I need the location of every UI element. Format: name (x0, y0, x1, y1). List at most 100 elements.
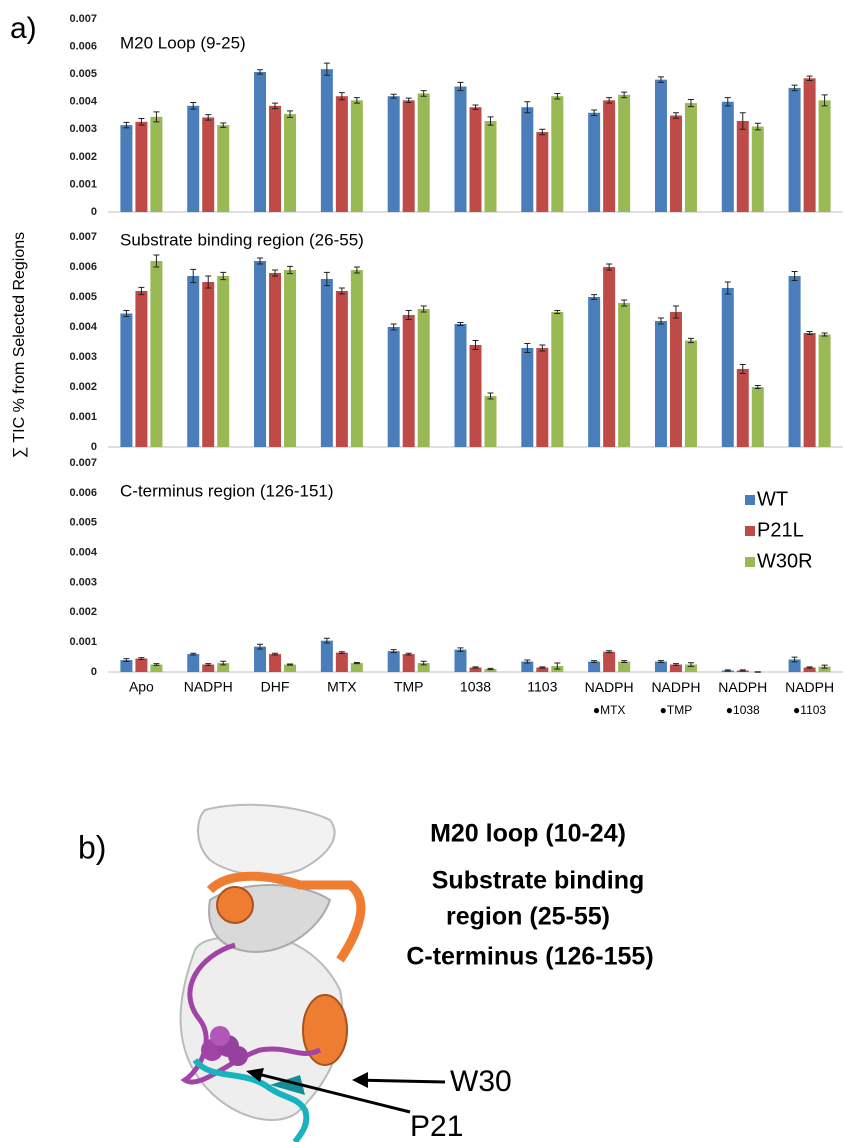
error-bar (338, 92, 345, 101)
error-bar (821, 332, 828, 337)
bar (618, 661, 631, 672)
bar (402, 315, 415, 447)
bar (269, 105, 282, 212)
error-bar (190, 268, 197, 284)
bar (588, 297, 601, 447)
bar (187, 276, 200, 447)
bar (284, 270, 297, 447)
bar (603, 100, 616, 212)
bar (751, 126, 764, 212)
panel-title: C-terminus region (126-151) (120, 481, 334, 500)
error-bar (457, 81, 464, 92)
bar (469, 667, 482, 672)
bar (402, 654, 415, 672)
error-bar (806, 75, 813, 81)
error-bar (272, 269, 279, 277)
error-bar (272, 652, 279, 656)
error-bar (687, 662, 694, 667)
bar (788, 87, 801, 212)
error-bar (821, 664, 828, 669)
error-bar (123, 310, 130, 317)
error-bar (420, 305, 427, 313)
bar (654, 79, 667, 213)
error-bar (138, 657, 145, 660)
error-bar (724, 281, 731, 295)
error-bar (487, 116, 494, 126)
bar (551, 96, 564, 212)
error-bar (739, 364, 746, 374)
error-bar (153, 663, 160, 666)
y-tick-label: 0 (91, 441, 97, 453)
bar (669, 312, 682, 447)
error-bar (353, 97, 360, 104)
error-bar (621, 91, 628, 99)
error-bar (672, 305, 679, 319)
error-bar (205, 114, 212, 121)
legend-label: W30R (757, 550, 813, 572)
error-bar (591, 109, 598, 116)
y-tick-label: 0.006 (69, 40, 97, 52)
error-bar (606, 263, 613, 271)
bar (803, 667, 816, 672)
error-bar (621, 299, 628, 307)
error-bar (153, 254, 160, 268)
bar (469, 107, 482, 212)
bar (588, 661, 601, 672)
error-bar (657, 317, 664, 325)
x-tick-label: TMP (394, 679, 424, 695)
error-bar (472, 104, 479, 110)
y-tick-label: 0.003 (69, 123, 97, 135)
bar (187, 105, 200, 212)
bar (669, 115, 682, 212)
error-bar (657, 660, 664, 663)
error-bar (353, 661, 360, 665)
bar (736, 369, 749, 447)
bar (150, 664, 163, 672)
protein-structure (179, 803, 446, 1142)
error-bar (791, 656, 798, 663)
error-bar (420, 660, 427, 666)
bar (751, 387, 764, 447)
bar (217, 663, 230, 672)
bar (320, 69, 333, 213)
bar (721, 101, 734, 212)
error-bar (205, 275, 212, 289)
bar (654, 321, 667, 447)
bar (120, 660, 133, 672)
error-bar (472, 340, 479, 350)
bar (387, 651, 400, 672)
bar (684, 340, 697, 447)
x-tick-label: NADPH ●1103 (785, 679, 834, 717)
bar (320, 640, 333, 672)
error-bar (487, 392, 494, 400)
bar (521, 348, 534, 447)
error-bar (390, 323, 397, 331)
y-tick-label: 0.004 (69, 96, 97, 108)
panel-label: b) (78, 829, 106, 865)
structure-legend: C-terminus (126-155) (406, 943, 653, 971)
x-tick-label: NADPH ●MTX (585, 679, 634, 717)
legend-label: P21L (757, 519, 804, 541)
bar (454, 324, 467, 447)
bar (588, 112, 601, 212)
structure-legend: region (25-55) (446, 903, 610, 931)
y-tick-label: 0.002 (69, 606, 97, 618)
error-bar (287, 265, 294, 275)
bar (402, 100, 415, 212)
error-bar (220, 660, 227, 666)
structure-legend: Substrate binding (432, 867, 645, 895)
y-tick-label: 0.005 (69, 68, 97, 80)
bar (387, 327, 400, 447)
y-tick-label: 0.005 (69, 291, 97, 303)
error-bar (657, 76, 664, 83)
bar (618, 303, 631, 447)
x-tick-label: DHF (261, 679, 290, 695)
y-tick-label: 0.003 (69, 351, 97, 363)
error-bar (338, 651, 345, 654)
bar (387, 96, 400, 212)
bar (335, 96, 348, 212)
bar (484, 396, 497, 447)
error-bar (457, 647, 464, 652)
bar (521, 661, 534, 672)
